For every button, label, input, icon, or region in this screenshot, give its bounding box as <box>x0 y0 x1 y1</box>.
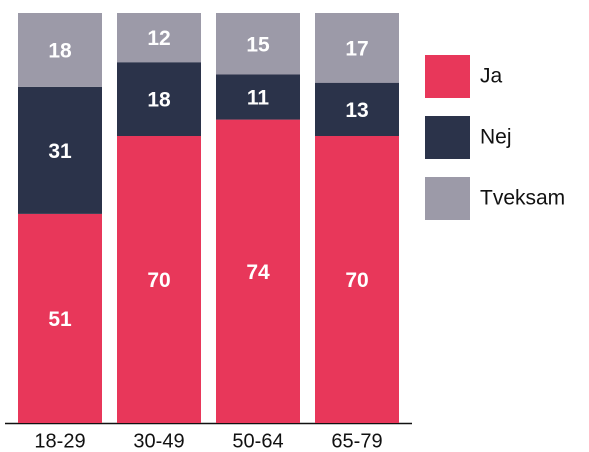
data-label: 18 <box>48 39 72 62</box>
bar-segment <box>216 119 300 423</box>
data-label: 12 <box>147 27 170 50</box>
data-label: 18 <box>147 89 171 112</box>
legend-label: Nej <box>480 126 512 149</box>
legend-label: Tveksam <box>480 187 565 210</box>
data-label: 74 <box>246 261 270 284</box>
legend-label: Ja <box>480 65 503 88</box>
bar-segment <box>117 62 201 137</box>
data-label: 11 <box>247 87 270 110</box>
bar-segment <box>117 13 201 63</box>
data-label: 17 <box>345 37 368 60</box>
bar-segment <box>18 86 102 214</box>
x-tick-label: 30-49 <box>133 430 184 452</box>
data-label: 70 <box>345 269 368 292</box>
data-label: 13 <box>345 99 368 122</box>
data-label: 15 <box>246 33 270 56</box>
bar-segment <box>18 13 102 87</box>
x-tick-label: 65-79 <box>331 430 382 452</box>
bar-segment <box>315 13 399 83</box>
legend-swatch <box>425 55 470 98</box>
legend-swatch <box>425 177 470 220</box>
data-label: 70 <box>147 269 170 292</box>
x-tick-label: 50-64 <box>232 430 283 452</box>
bar-segment <box>117 136 201 423</box>
data-label: 31 <box>48 140 72 163</box>
data-label: 51 <box>48 308 72 331</box>
bar-segment <box>18 213 102 423</box>
bar-segment <box>216 74 300 120</box>
bar-segment <box>315 82 399 136</box>
bar-segment <box>216 13 300 75</box>
bar-segment <box>315 136 399 423</box>
x-tick-label: 18-29 <box>34 430 85 452</box>
legend-swatch <box>425 116 470 159</box>
